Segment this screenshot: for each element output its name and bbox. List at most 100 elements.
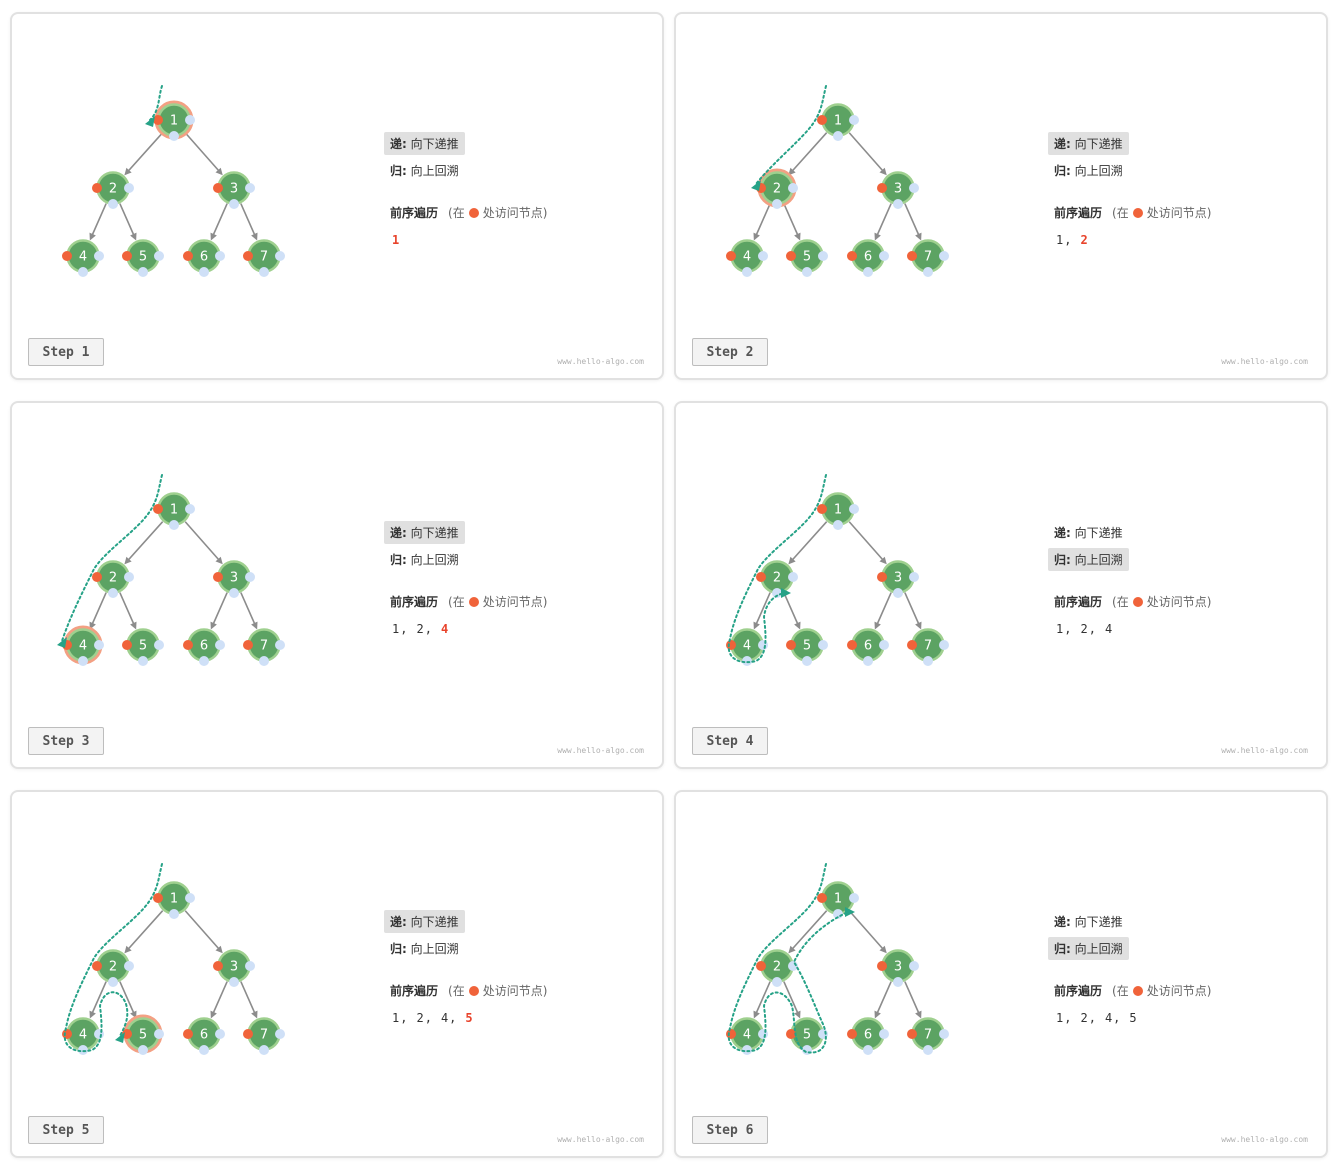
tree-node-3: 3 bbox=[213, 171, 255, 209]
legend-push: 递: 向下递推 bbox=[384, 132, 465, 155]
tree-edge bbox=[783, 592, 801, 628]
edge-arrow bbox=[788, 945, 796, 954]
in-order-dot bbox=[909, 961, 919, 971]
tree-edge bbox=[240, 981, 258, 1017]
sequence-value: 1 bbox=[1056, 233, 1065, 247]
tree-edge bbox=[119, 203, 137, 239]
tree-node-2: 2 bbox=[756, 949, 798, 987]
tree-node-2: 2 bbox=[92, 171, 134, 209]
sequence-separator: , bbox=[449, 1011, 458, 1025]
node-label: 2 bbox=[109, 960, 117, 975]
node-label: 4 bbox=[743, 250, 751, 265]
tree-node-4: 4 bbox=[62, 625, 104, 666]
node-label: 3 bbox=[894, 960, 902, 975]
legend-push-text: 向下递推 bbox=[410, 137, 459, 151]
post-order-dot bbox=[138, 656, 148, 666]
step-panel: 1 2 3 4 5 6 7 递: 向下递推 归: 向上回溯 前序遍历 (在 处访问节点) 1, 2, 4 St… bbox=[674, 401, 1328, 769]
tree-edge bbox=[848, 521, 887, 564]
edge-arrow bbox=[215, 167, 223, 176]
node-label: 5 bbox=[803, 250, 811, 265]
in-order-dot bbox=[124, 183, 134, 193]
legend-pop: 归: 向上回溯 bbox=[384, 548, 465, 571]
visit-dot-icon bbox=[1132, 208, 1143, 218]
tree-node-6: 6 bbox=[847, 1017, 889, 1055]
node-label: 3 bbox=[230, 571, 238, 586]
tree-edge bbox=[753, 981, 771, 1017]
in-order-dot bbox=[275, 1029, 285, 1039]
tree-edge bbox=[184, 521, 223, 564]
traversal-caption: 前序遍历 (在 处访问节点) bbox=[384, 204, 644, 221]
legend-push: 递: 向下递推 bbox=[384, 910, 465, 933]
node-label: 4 bbox=[79, 1028, 87, 1043]
legend-push: 递: 向下递推 bbox=[384, 521, 465, 544]
traversal-sequence: 1, 2 bbox=[1048, 233, 1308, 247]
traversal-note-open: (在 bbox=[448, 984, 465, 998]
watermark: www.hello-algo.com bbox=[1221, 746, 1308, 755]
in-order-dot bbox=[275, 251, 285, 261]
tree-node-6: 6 bbox=[183, 628, 225, 666]
node-label: 5 bbox=[139, 639, 147, 654]
visit-dot bbox=[877, 183, 887, 193]
tree-edge bbox=[789, 132, 828, 175]
in-order-dot bbox=[124, 961, 134, 971]
node-label: 5 bbox=[803, 1028, 811, 1043]
traversal-note-close: 处访问节点) bbox=[1146, 206, 1212, 220]
post-order-dot bbox=[259, 267, 269, 277]
tree-edge bbox=[125, 910, 164, 953]
tree-node-6: 6 bbox=[847, 239, 889, 277]
legend-pop-label: 归: bbox=[1054, 164, 1071, 178]
post-order-dot bbox=[893, 199, 903, 209]
node-label: 6 bbox=[864, 250, 872, 265]
in-order-dot bbox=[939, 251, 949, 261]
traversal-note-open: (在 bbox=[1112, 595, 1129, 609]
post-order-dot bbox=[138, 267, 148, 277]
tree-node-1: 1 bbox=[153, 100, 195, 141]
visit-dot bbox=[877, 572, 887, 582]
legend-pop: 归: 向上回溯 bbox=[384, 159, 465, 182]
node-label: 4 bbox=[79, 250, 87, 265]
post-order-dot bbox=[863, 1045, 873, 1055]
visit-dot bbox=[62, 251, 72, 261]
legend: 递: 向下递推 归: 向上回溯 前序遍历 (在 处访问节点) 1 bbox=[384, 132, 644, 247]
step-panel: 1 2 3 4 5 6 7 递: 向下递推 归: 向上回溯 前序遍历 (在 处访问节点) 1, 2, 4 St… bbox=[10, 401, 664, 769]
traversal-label: 前序遍历 bbox=[1054, 984, 1103, 998]
post-order-dot bbox=[108, 199, 118, 209]
node-label: 1 bbox=[834, 892, 842, 907]
traversal-caption: 前序遍历 (在 处访问节点) bbox=[384, 982, 644, 999]
tree-node-1: 1 bbox=[817, 103, 859, 141]
traversal-note-close: 处访问节点) bbox=[482, 595, 548, 609]
legend-pop-text: 向上回溯 bbox=[410, 553, 459, 567]
tree-edge bbox=[240, 203, 258, 239]
edge-arrow bbox=[124, 945, 132, 954]
in-order-dot bbox=[879, 1029, 889, 1039]
tree-edge bbox=[783, 981, 801, 1017]
traversal-path bbox=[61, 474, 163, 642]
edge-arrow bbox=[753, 1010, 760, 1019]
step-panel: 1 2 3 4 5 6 7 递: 向下递推 归: 向上回溯 前序遍历 (在 处访问节点) 1, 2 Step… bbox=[674, 12, 1328, 380]
node-label: 2 bbox=[773, 182, 781, 197]
visit-dot bbox=[847, 1029, 857, 1039]
post-order-dot bbox=[199, 656, 209, 666]
tree-node-4: 4 bbox=[726, 1017, 768, 1055]
visit-dot bbox=[847, 251, 857, 261]
watermark: www.hello-algo.com bbox=[557, 1135, 644, 1144]
visit-dot bbox=[786, 640, 796, 650]
post-order-dot bbox=[833, 131, 843, 141]
traversal-label: 前序遍历 bbox=[1054, 595, 1103, 609]
tree-edge bbox=[89, 981, 107, 1017]
visit-dot bbox=[907, 640, 917, 650]
in-order-dot bbox=[185, 504, 195, 514]
traversal-note-close: 处访问节点) bbox=[1146, 595, 1212, 609]
legend-pop-label: 归: bbox=[1054, 553, 1071, 567]
edge-arrow bbox=[915, 621, 922, 630]
tree-node-1: 1 bbox=[153, 881, 195, 919]
legend-pop: 归: 向上回溯 bbox=[1048, 937, 1129, 960]
tree-node-4: 4 bbox=[726, 239, 768, 277]
node-label: 7 bbox=[924, 1028, 932, 1043]
legend-pop: 归: 向上回溯 bbox=[1048, 159, 1129, 182]
visit-dot bbox=[756, 572, 766, 582]
node-label: 5 bbox=[139, 250, 147, 265]
legend-pop-label: 归: bbox=[1054, 942, 1071, 956]
legend-pop: 归: 向上回溯 bbox=[1048, 548, 1129, 571]
post-order-dot bbox=[833, 520, 843, 530]
